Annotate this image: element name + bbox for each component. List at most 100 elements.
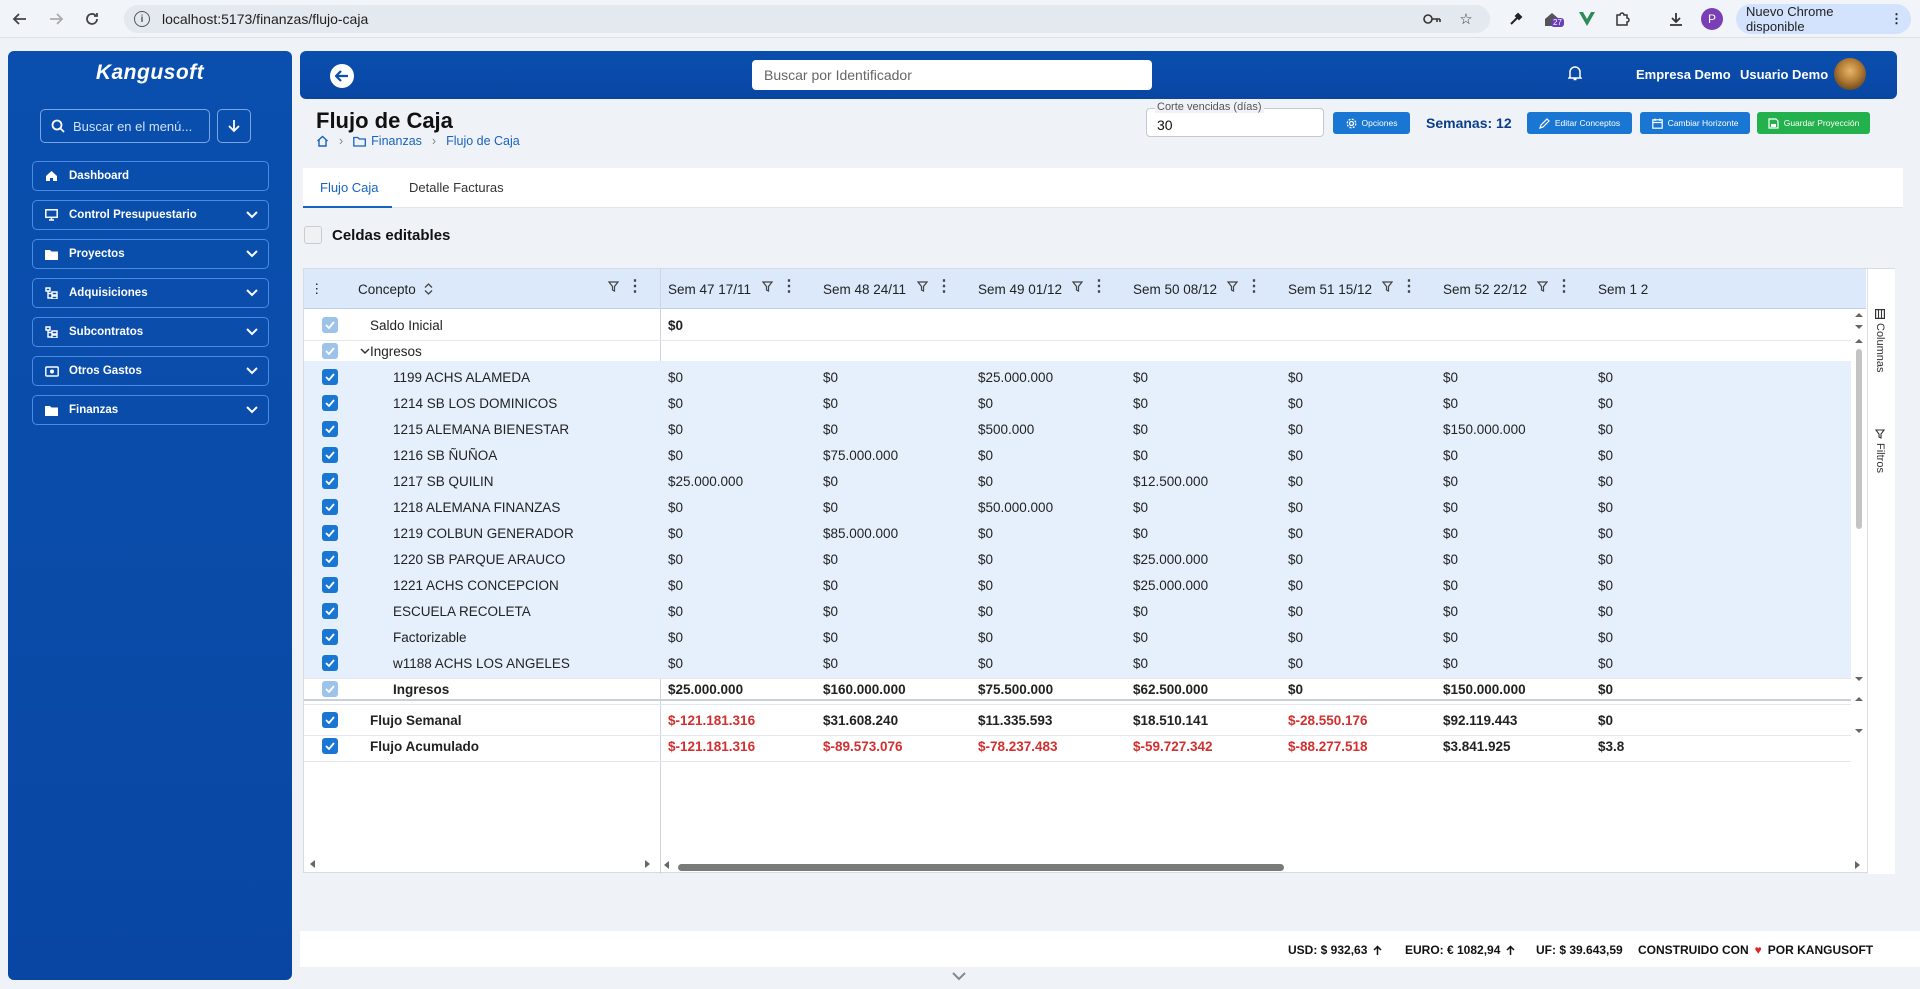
eyedropper-icon[interactable] bbox=[1505, 8, 1527, 30]
cell-value[interactable]: $0 bbox=[1598, 474, 1614, 489]
cell-value[interactable]: $0 bbox=[668, 552, 684, 567]
cell-value[interactable]: $0 bbox=[1288, 526, 1304, 541]
vue-extension-icon[interactable] bbox=[1576, 8, 1598, 30]
horizontal-scrollbar[interactable] bbox=[660, 857, 1867, 873]
horizontal-scroll-thumb[interactable] bbox=[678, 864, 1284, 871]
cell-value[interactable]: $25.000.000 bbox=[668, 474, 744, 489]
breadcrumb-finanzas[interactable]: Finanzas bbox=[371, 134, 422, 148]
cell-value[interactable]: $0 bbox=[1598, 448, 1614, 463]
cell-value[interactable]: $0 bbox=[1443, 552, 1459, 567]
row-checkbox[interactable] bbox=[322, 317, 338, 333]
cell-value[interactable]: $0 bbox=[668, 318, 684, 333]
cell-value[interactable]: $0 bbox=[823, 578, 839, 593]
cell-value[interactable]: $0 bbox=[1443, 474, 1459, 489]
row-checkbox[interactable] bbox=[322, 525, 338, 541]
cell-value[interactable]: $0 bbox=[978, 448, 994, 463]
column-menu-icon[interactable]: ⋮ bbox=[936, 278, 952, 295]
cell-value[interactable]: $0 bbox=[823, 370, 839, 385]
cell-value[interactable]: $0 bbox=[1133, 630, 1149, 645]
cell-value[interactable]: $-121.181.316 bbox=[668, 713, 756, 728]
columns-panel-tab[interactable]: Columnas bbox=[1874, 309, 1886, 373]
back-button[interactable] bbox=[330, 64, 354, 88]
cell-value[interactable]: $0 bbox=[1598, 682, 1614, 697]
cell-value[interactable]: $0 bbox=[1288, 396, 1304, 411]
sidebar-item-adquisiciones[interactable]: Adquisiciones bbox=[32, 278, 269, 308]
cell-value[interactable]: $-78.237.483 bbox=[978, 739, 1058, 754]
cell-value[interactable]: $0 bbox=[978, 604, 994, 619]
extension-home-icon[interactable]: 27 bbox=[1541, 8, 1564, 30]
column-menu-icon[interactable]: ⋮ bbox=[1246, 278, 1262, 295]
cell-value[interactable]: $0 bbox=[1288, 370, 1304, 385]
cell-value[interactable]: $50.000.000 bbox=[978, 500, 1054, 515]
cell-value[interactable]: $0 bbox=[1133, 526, 1149, 541]
sidebar-item-proyectos[interactable]: Proyectos bbox=[32, 239, 269, 269]
cell-value[interactable]: $0 bbox=[1598, 370, 1614, 385]
cell-value[interactable]: $0 bbox=[1443, 448, 1459, 463]
ingresos-total-row[interactable]: Ingresos $25.000.000 $160.000.000 $75.500.0… bbox=[304, 673, 1851, 705]
cell-value[interactable]: $0 bbox=[978, 474, 994, 489]
row-checkbox[interactable] bbox=[322, 681, 338, 697]
cell-value[interactable]: $0 bbox=[1288, 682, 1304, 697]
cell-value[interactable]: $0 bbox=[668, 500, 684, 515]
cell-value[interactable]: $-89.573.076 bbox=[823, 739, 903, 754]
star-icon[interactable]: ☆ bbox=[1459, 11, 1473, 28]
cell-value[interactable]: $0 bbox=[668, 448, 684, 463]
row-checkbox[interactable] bbox=[322, 369, 338, 385]
row-checkbox[interactable] bbox=[322, 655, 338, 671]
cell-value[interactable]: $0 bbox=[1133, 604, 1149, 619]
row-checkbox[interactable] bbox=[322, 447, 338, 463]
cell-value[interactable]: $75.000.000 bbox=[823, 448, 899, 463]
cell-value[interactable]: $12.500.000 bbox=[1133, 474, 1209, 489]
bell-icon[interactable] bbox=[1568, 65, 1582, 81]
week-column-header[interactable]: Sem 48 24/11 bbox=[823, 281, 907, 297]
row-checkbox[interactable] bbox=[322, 712, 338, 728]
sidebar-item-finanzas[interactable]: Finanzas bbox=[32, 395, 269, 425]
cell-value[interactable]: $0 bbox=[1133, 656, 1149, 671]
chevron-down-icon[interactable] bbox=[360, 344, 370, 355]
cell-value[interactable]: $62.500.000 bbox=[1133, 682, 1209, 697]
cell-value[interactable]: $0 bbox=[668, 396, 684, 411]
cell-value[interactable]: $0 bbox=[823, 422, 839, 437]
cell-value[interactable]: $3.8 bbox=[1598, 739, 1625, 754]
cell-value[interactable]: $0 bbox=[823, 474, 839, 489]
cell-value[interactable]: $0 bbox=[978, 396, 994, 411]
cell-value[interactable]: $0 bbox=[668, 578, 684, 593]
filter-icon[interactable] bbox=[608, 281, 619, 292]
cell-value[interactable]: $11.335.593 bbox=[978, 713, 1053, 728]
menu-expand-button[interactable] bbox=[217, 109, 251, 143]
cell-value[interactable]: $0 bbox=[1598, 396, 1614, 411]
cell-value[interactable]: $0 bbox=[1133, 422, 1149, 437]
opciones-button[interactable]: Opciones bbox=[1333, 112, 1410, 134]
cell-value[interactable]: $0 bbox=[823, 604, 839, 619]
cell-value[interactable]: $0 bbox=[668, 422, 684, 437]
cell-value[interactable]: $0 bbox=[1133, 500, 1149, 515]
editar-conceptos-button[interactable]: Editar Conceptos bbox=[1527, 112, 1632, 134]
cell-value[interactable]: $0 bbox=[1288, 500, 1304, 515]
cell-value[interactable]: $0 bbox=[1443, 370, 1459, 385]
puzzle-icon[interactable] bbox=[1611, 8, 1633, 30]
cell-value[interactable]: $0 bbox=[1133, 370, 1149, 385]
cell-value[interactable]: $75.500.000 bbox=[978, 682, 1054, 697]
pinned-scroll-right-icon[interactable] bbox=[642, 859, 652, 869]
cell-value[interactable]: $0 bbox=[1443, 578, 1459, 593]
cell-value[interactable]: $0 bbox=[1288, 422, 1304, 437]
cell-value[interactable]: $0 bbox=[823, 656, 839, 671]
table-row[interactable]: w1188 ACHS LOS ANGELES $0 $0 $0 $0 $0 $0 $0 bbox=[304, 647, 1851, 679]
cell-value[interactable]: $0 bbox=[1288, 656, 1304, 671]
row-checkbox[interactable] bbox=[322, 551, 338, 567]
cell-value[interactable]: $0 bbox=[823, 630, 839, 645]
cell-value[interactable]: $0 bbox=[978, 526, 994, 541]
cell-value[interactable]: $0 bbox=[1288, 578, 1304, 593]
column-menu-icon[interactable]: ⋮ bbox=[1556, 278, 1572, 295]
filter-icon[interactable] bbox=[917, 281, 928, 292]
cell-value[interactable]: $0 bbox=[1598, 656, 1614, 671]
cell-value[interactable]: $150.000.000 bbox=[1443, 422, 1526, 437]
row-checkbox[interactable] bbox=[322, 629, 338, 645]
cell-value[interactable]: $18.510.141 bbox=[1133, 713, 1209, 728]
cell-value[interactable]: $0 bbox=[1443, 656, 1459, 671]
filter-icon[interactable] bbox=[1382, 281, 1393, 292]
sidebar-item-control-presupuestario[interactable]: Control Presupuestario bbox=[32, 200, 269, 230]
cell-value[interactable]: $0 bbox=[823, 552, 839, 567]
cell-value[interactable]: $0 bbox=[1288, 604, 1304, 619]
cell-value[interactable]: $0 bbox=[1598, 526, 1614, 541]
